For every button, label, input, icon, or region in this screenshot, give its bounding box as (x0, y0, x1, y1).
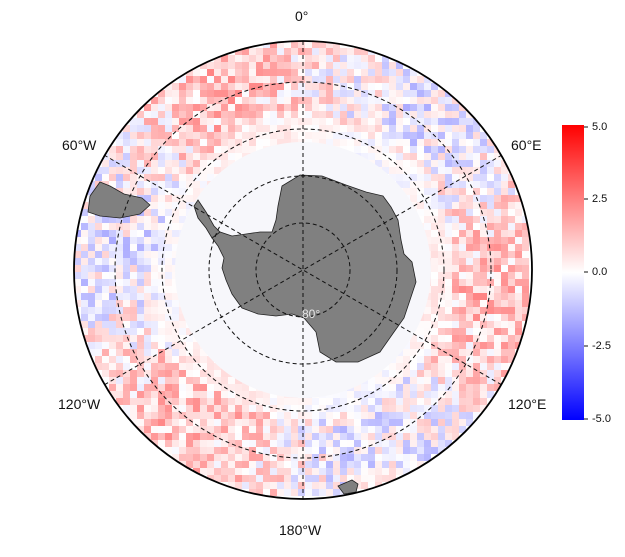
colorbar-tick-5: 5.0 (592, 121, 608, 133)
lat-label-80: 80° (302, 307, 321, 321)
lon-label-0: 0° (295, 8, 309, 24)
colorbar-tick-0: 0.0 (592, 266, 608, 278)
lon-label-60e: 60°E (511, 137, 542, 153)
lon-label-120w: 120°W (58, 396, 101, 412)
lon-label-120e: 120°E (508, 396, 547, 412)
map-boundary (73, 40, 533, 500)
colorbar (562, 125, 588, 420)
lon-label-60w: 60°W (62, 137, 97, 153)
south-america-tip (87, 181, 151, 219)
colorbar-tick-2-5: 2.5 (592, 193, 608, 205)
antarctica-landmass (193, 174, 417, 363)
lon-label-180w: 180°W (279, 522, 322, 538)
colorbar-tick-neg5: -5.0 (592, 413, 611, 425)
new-zealand-island (337, 479, 359, 495)
colorbar-gradient (562, 125, 584, 420)
graticule (103, 41, 503, 499)
colorbar-tick-neg2-5: -2.5 (592, 340, 611, 352)
